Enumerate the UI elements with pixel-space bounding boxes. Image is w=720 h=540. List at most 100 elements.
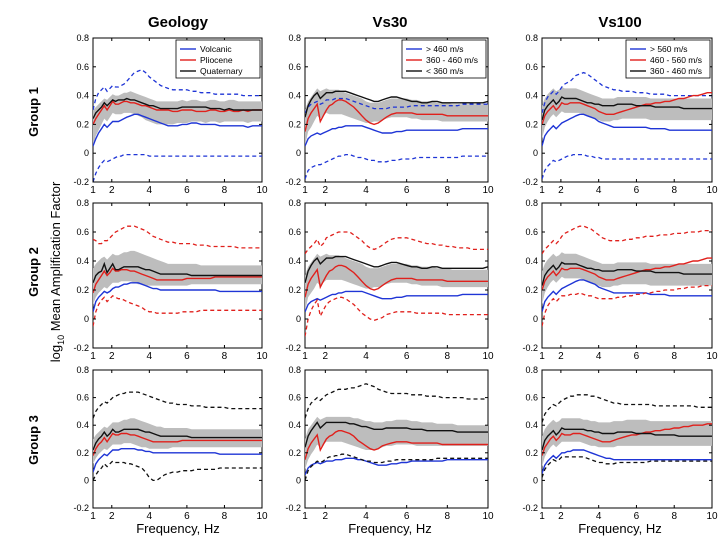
panel-group-2-vs30-ytick-label: -0.2 [285, 343, 301, 353]
panel-group-3-vs30-ytick-label: 0.6 [288, 393, 301, 403]
panel-group-1-geology-legend-label: Volcanic [200, 44, 232, 54]
panel-group-3-vs100-line-460-560-m-s [542, 423, 712, 456]
panel-group-3-vs30-ytick-label: 0.4 [288, 420, 301, 430]
panel-group-2-vs30-ytick-label: 0.6 [288, 227, 301, 237]
panel-group-3-geology-line-quaternary-lower [93, 460, 262, 482]
panel-group-1-vs30-legend-label: > 460 m/s [426, 44, 464, 54]
panel-group-1-geology-ytick-label: 0.6 [76, 62, 89, 72]
panel-group-1-vs30-line--460-m-s [305, 125, 488, 147]
panel-group-1-vs30-ytick-label: 0.8 [288, 33, 301, 43]
panel-group-1-vs30-plot-area [305, 88, 488, 180]
panel-group-2-geology-ytick-label: -0.2 [73, 343, 89, 353]
panel-group-1-geology-xtick-label: 4 [147, 185, 153, 196]
panel-group-2-geology-ytick-label: 0.4 [76, 256, 89, 266]
panel-group-2-vs100-line-460-560-m-s [542, 257, 712, 291]
panel-group-3-vs30-xtick-label: 8 [445, 511, 451, 522]
panel-group-1-vs100-ytick-label: 0.4 [525, 91, 538, 101]
panel-group-1-vs100-ytick-label: -0.2 [522, 177, 538, 187]
panel-group-3-geology-xtick-label: 10 [256, 511, 268, 522]
panel-group-3-geology-ytick-label: -0.2 [73, 503, 89, 513]
panel-group-1-vs100-std-band [542, 87, 712, 139]
panel-group-3-geology-xtick-label: 8 [222, 511, 228, 522]
panel-group-3-vs100-line-360-460-m-s-upper [542, 394, 712, 423]
panel-group-3-vs100-ytick-label: 0 [533, 475, 538, 485]
panel-group-1-vs100-plot-area [542, 71, 712, 180]
panel-group-3-geology-xtick-label: 6 [184, 511, 190, 522]
panel-group-2-geology-line-volcanic [93, 282, 262, 312]
panel-group-1-vs30-line--460-m-s-upper [305, 97, 488, 114]
panel-group-2-vs30-xtick-label: 2 [323, 351, 329, 362]
panel-group-2-geology-std-band [93, 250, 262, 305]
panel-group-1-geology-line-volcanic-lower [93, 153, 262, 182]
panel-group-3-vs100-xtick-label: 2 [558, 511, 564, 522]
row-label-group-1: Group 1 [26, 87, 41, 137]
panel-group-3-geology-xtick-label: 1 [90, 511, 96, 522]
panel-group-1-geology-xtick-label: 8 [222, 185, 228, 196]
panel-group-2-vs30-line-360-460-m-s-lower [305, 296, 488, 337]
panel-group-3-vs30: -0.2 0 0.2 0.4 0.6 0.8 1 2 4 6 8 10 [285, 365, 494, 522]
panel-group-1-vs30-xtick-label: 10 [482, 185, 494, 196]
panel-group-2-geology-line-pliocene-upper [93, 225, 262, 249]
panel-group-2-vs100-ytick-label: 0.6 [525, 227, 538, 237]
panel-group-2-geology-line-pliocene-lower [93, 294, 262, 327]
panel-group-3-vs100: -0.2 0 0.2 0.4 0.6 0.8 1 2 4 6 8 10 [522, 365, 718, 522]
panel-group-2-vs100-std-band [542, 252, 712, 305]
row-label-group-2: Group 2 [26, 247, 41, 297]
panel-group-2-vs100-ytick-label: -0.2 [522, 343, 538, 353]
panel-group-1-geology-legend-label: Quaternary [200, 66, 243, 76]
panel-group-2-vs100-ytick-label: 0 [533, 314, 538, 324]
panel-group-1-geology-xtick-label: 6 [184, 185, 190, 196]
panel-group-3-geology-ytick-label: 0.4 [76, 420, 89, 430]
panel-group-1-vs30-ytick-label: -0.2 [285, 177, 301, 187]
panel-group-1-geology-line-volcanic [93, 113, 262, 147]
panel-group-2-geology-plot-area [93, 225, 262, 327]
panel-group-3-vs30-line-360-460-m-s [305, 430, 488, 460]
panel-group-2-vs100-xtick-label: 1 [539, 351, 545, 362]
panel-group-1-geology-ytick-label: 0.8 [76, 33, 89, 43]
y-axis-label-log: log [48, 345, 63, 362]
panel-group-3-vs30-xtick-label: 10 [482, 511, 494, 522]
panel-group-1-vs100-xtick-label: 8 [671, 185, 677, 196]
panel-group-2-geology: -0.2 0 0.2 0.4 0.6 0.8 1 2 4 6 8 10 [73, 198, 268, 362]
panel-group-2-geology-ytick-label: 0.2 [76, 285, 89, 295]
panel-group-2-geology-xtick-label: 10 [256, 351, 268, 362]
panel-group-1-vs100-legend-label: > 560 m/s [650, 44, 688, 54]
panel-group-2-vs30-xtick-label: 4 [363, 351, 369, 362]
panel-group-2-geology-xtick-label: 1 [90, 351, 96, 362]
panel-group-1-vs100-legend-label: 460 - 560 m/s [650, 55, 702, 65]
panel-group-3-vs30-line--360-m-s-upper [305, 383, 488, 419]
panel-group-1-vs30-xtick-label: 4 [363, 185, 369, 196]
panel-group-1-geology-ytick-label: 0.4 [76, 91, 89, 101]
panel-group-2-vs100-xtick-label: 2 [558, 351, 564, 362]
panel-group-2-vs100-xtick-label: 10 [706, 351, 718, 362]
panel-group-1-geology-xtick-label: 10 [256, 185, 268, 196]
panel-group-2-vs30-line--360-m-s [305, 255, 488, 283]
panel-group-3-vs100-line--560-m-s [542, 449, 712, 474]
x-axis-label-geology: Frequency, Hz [136, 521, 220, 536]
panel-group-2-vs100-ytick-label: 0.2 [525, 285, 538, 295]
y-axis-label: log10 Mean Amplification Factor [48, 181, 66, 362]
panel-group-1-vs100-line-460-560-m-s [542, 92, 712, 125]
panel-group-3-vs30-xtick-label: 4 [363, 511, 369, 522]
column-title-geology: Geology [148, 14, 209, 31]
panel-group-1-vs100-xtick-label: 2 [558, 185, 564, 196]
panel-group-1-vs100-line--560-m-s-upper [542, 71, 712, 114]
panel-group-3-vs100-plot-area [542, 394, 712, 478]
panel-group-2-vs100-line--560-m-s [542, 279, 712, 312]
panel-group-1-vs100-ytick-label: 0.6 [525, 62, 538, 72]
panel-group-1-vs100-xtick-label: 1 [539, 185, 545, 196]
panel-group-1-vs30-xtick-label: 8 [445, 185, 451, 196]
panel-group-3-vs30-ytick-label: -0.2 [285, 503, 301, 513]
panel-group-3-geology-ytick-label: 0.6 [76, 393, 89, 403]
row-label-group-3: Group 3 [26, 415, 41, 465]
panel-group-1-vs30-xtick-label: 1 [302, 185, 308, 196]
column-title-vs100: Vs100 [598, 14, 641, 31]
panel-group-2-vs100-plot-area [542, 225, 712, 327]
panel-group-1-vs30-ytick-label: 0.6 [288, 62, 301, 72]
panel-group-2-vs30-line-360-460-m-s [305, 264, 488, 298]
panel-group-1-vs30-xtick-label: 2 [323, 185, 329, 196]
panel-group-3-vs30-line--360-m-s-lower [305, 453, 488, 481]
panel-group-3-vs30-xtick-label: 1 [302, 511, 308, 522]
